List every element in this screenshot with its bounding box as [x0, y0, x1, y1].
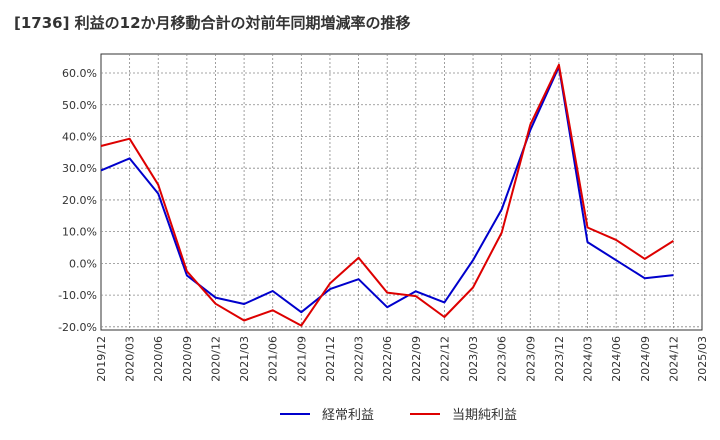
x-tick-label: 2023/03 — [467, 336, 480, 382]
y-tick-label: 60.0% — [62, 67, 97, 80]
x-tick-label: 2023/12 — [553, 336, 566, 382]
y-tick-label: 0.0% — [69, 257, 97, 270]
y-tick-label: 10.0% — [62, 226, 97, 239]
x-tick-label: 2020/06 — [152, 336, 165, 382]
legend-label: 経常利益 — [322, 408, 374, 423]
x-tick-label: 2023/06 — [496, 336, 509, 382]
x-tick-label: 2021/09 — [295, 336, 308, 382]
x-tick-label: 2020/12 — [209, 336, 222, 382]
x-tick-label: 2021/06 — [267, 336, 280, 382]
x-tick-label: 2022/12 — [438, 336, 451, 382]
x-tick-label: 2024/03 — [582, 336, 595, 382]
x-tick-label: 2020/03 — [124, 336, 137, 382]
legend-label: 当期純利益 — [452, 408, 517, 423]
x-tick-label: 2022/06 — [381, 336, 394, 382]
x-tick-label: 2020/09 — [181, 336, 194, 382]
y-tick-label: 40.0% — [62, 130, 97, 143]
x-tick-label: 2024/06 — [610, 336, 623, 382]
x-tick-label: 2021/12 — [324, 336, 337, 382]
y-tick-label: -20.0% — [58, 321, 97, 334]
x-tick-label: 2024/09 — [639, 336, 652, 382]
y-tick-label: 20.0% — [62, 194, 97, 207]
x-tick-label: 2021/03 — [238, 336, 251, 382]
y-tick-label: -10.0% — [58, 289, 97, 302]
x-tick-label: 2023/09 — [524, 336, 537, 382]
x-tick-label: 2022/09 — [410, 336, 423, 382]
chart-title: [1736] 利益の12か月移動合計の対前年同期増減率の推移 — [14, 14, 411, 32]
x-tick-label: 2024/12 — [667, 336, 680, 382]
x-tick-label: 2022/03 — [353, 336, 366, 382]
x-tick-label: 2019/12 — [95, 336, 108, 382]
x-tick-label: 2025/03 — [696, 336, 709, 382]
series-line-net-income — [100, 63, 674, 327]
y-tick-label: 50.0% — [62, 99, 97, 112]
y-tick-label: 30.0% — [62, 162, 97, 175]
plot-area — [100, 53, 703, 331]
